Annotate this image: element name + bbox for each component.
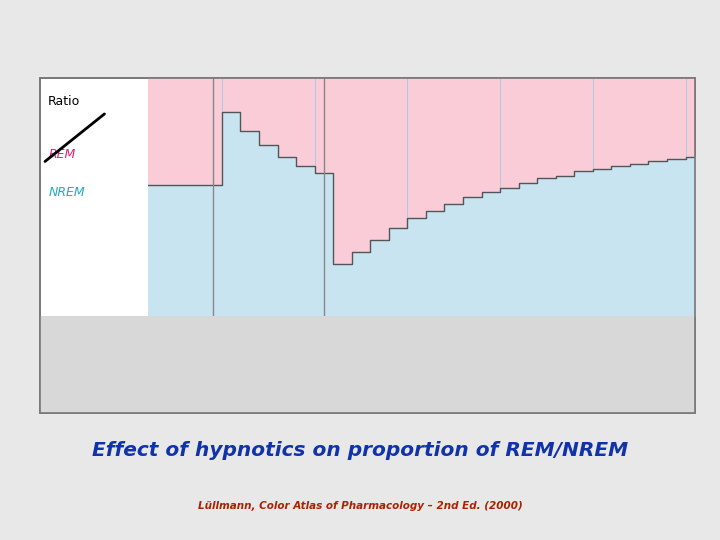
Text: 25: 25 [585, 326, 600, 339]
Text: 10: 10 [307, 326, 322, 339]
Text: Lüllmann, Color Atlas of Pharmacology – 2nd Ed. (2000): Lüllmann, Color Atlas of Pharmacology – … [197, 501, 523, 511]
Text: REM: REM [48, 148, 76, 161]
Text: Nights after
withdrawal
of hypnotic: Nights after withdrawal of hypnotic [471, 343, 529, 376]
Text: 5: 5 [218, 326, 225, 339]
Text: 30: 30 [678, 326, 693, 339]
Text: Nights
with
hypnotic: Nights with hypnotic [247, 343, 289, 376]
Text: 15: 15 [400, 326, 415, 339]
Text: NREM: NREM [48, 186, 85, 199]
Text: 20: 20 [492, 326, 508, 339]
Text: Effect of hypnotics on proportion of REM/NREM: Effect of hypnotics on proportion of REM… [92, 441, 628, 461]
Text: Nights
without
hypnotic: Nights without hypnotic [154, 343, 197, 376]
Text: Ratio: Ratio [48, 95, 81, 108]
